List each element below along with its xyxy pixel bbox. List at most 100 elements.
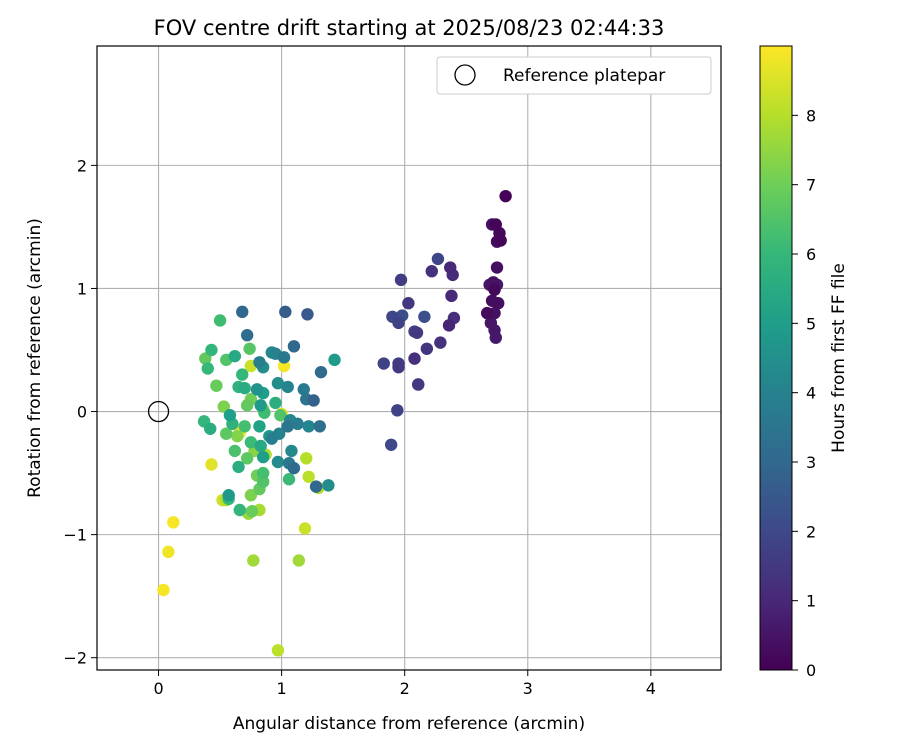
data-point xyxy=(236,305,249,319)
data-point xyxy=(488,283,501,296)
data-point xyxy=(201,362,214,375)
y-tick-label: 0 xyxy=(77,403,87,422)
data-point xyxy=(402,297,415,310)
x-tick-label: 2 xyxy=(400,679,410,698)
data-point xyxy=(204,422,217,435)
plot-frame xyxy=(96,45,722,671)
scatter-points xyxy=(157,189,512,657)
data-point xyxy=(238,381,251,395)
data-point xyxy=(313,420,326,433)
data-point xyxy=(277,359,291,373)
data-point xyxy=(442,319,456,332)
data-point xyxy=(236,368,249,381)
data-point xyxy=(233,503,246,517)
data-point xyxy=(228,444,242,458)
y-tick-label: −1 xyxy=(63,526,87,545)
x-tick-label: 4 xyxy=(646,679,656,698)
data-point xyxy=(494,234,507,247)
data-point xyxy=(199,352,212,365)
reference-platepar-marker xyxy=(147,400,170,423)
data-point xyxy=(254,439,267,453)
reference-marker-layer xyxy=(147,400,170,423)
colorbar-tick-label: 5 xyxy=(806,314,816,333)
data-point xyxy=(485,294,499,307)
data-point xyxy=(418,310,431,323)
data-point xyxy=(253,356,266,369)
legend: Reference platepar xyxy=(436,56,712,95)
data-point xyxy=(271,455,285,469)
colorbar-label: Hours from first FF file xyxy=(829,263,849,453)
data-point xyxy=(434,336,447,349)
data-point xyxy=(282,473,296,486)
data-point xyxy=(240,399,254,412)
data-point xyxy=(223,409,237,422)
data-point xyxy=(377,357,390,370)
data-point xyxy=(287,461,301,475)
data-point xyxy=(484,316,498,330)
data-point xyxy=(256,450,270,464)
data-point xyxy=(444,261,457,274)
colorbar-tick-label: 4 xyxy=(806,384,816,403)
y-tick-label: 2 xyxy=(77,156,87,175)
y-tick-label: −2 xyxy=(63,649,87,668)
data-point xyxy=(328,353,341,367)
data-point xyxy=(391,404,404,417)
data-point xyxy=(301,308,314,321)
data-point xyxy=(489,218,502,231)
x-tick-label: 0 xyxy=(153,679,163,698)
data-point xyxy=(254,399,267,412)
data-point xyxy=(240,452,254,465)
data-point xyxy=(480,306,494,320)
data-point xyxy=(394,273,408,287)
data-point xyxy=(265,432,278,445)
data-point xyxy=(210,379,223,392)
data-point xyxy=(287,340,301,353)
data-point xyxy=(291,417,304,431)
data-point xyxy=(302,420,315,433)
data-point xyxy=(220,427,233,440)
data-point xyxy=(408,352,421,365)
data-point xyxy=(271,644,285,657)
data-point xyxy=(253,420,266,433)
data-point xyxy=(322,479,335,492)
data-point xyxy=(247,554,260,567)
data-point xyxy=(302,470,315,483)
y-axis-ticks: −2 −1 0 1 2 xyxy=(63,156,97,668)
data-point xyxy=(245,505,259,518)
data-point xyxy=(222,489,235,502)
data-point xyxy=(297,383,310,396)
x-tick-label: 3 xyxy=(523,679,533,698)
colorbar-ticks: 0 1 2 3 4 5 6 7 8 xyxy=(792,106,816,680)
data-point xyxy=(213,314,227,327)
data-point xyxy=(420,342,434,355)
data-point xyxy=(250,383,264,396)
data-point xyxy=(162,545,175,559)
data-point xyxy=(412,378,425,391)
data-point xyxy=(256,466,270,480)
data-point xyxy=(277,351,291,364)
data-point xyxy=(232,460,245,474)
colorbar-tick-label: 7 xyxy=(806,176,816,195)
data-point xyxy=(281,380,294,394)
data-point xyxy=(231,429,244,443)
data-point xyxy=(392,361,405,374)
x-axis-label: Angular distance from reference (arcmin) xyxy=(233,714,585,734)
data-point xyxy=(244,489,258,502)
data-point xyxy=(490,261,504,274)
colorbar-tick-label: 8 xyxy=(806,106,816,125)
data-point xyxy=(431,252,445,266)
colorbar xyxy=(759,45,793,671)
data-point xyxy=(205,458,218,471)
data-point xyxy=(384,438,398,451)
data-point xyxy=(281,420,294,433)
data-point xyxy=(285,444,298,458)
legend-marker-open-circle xyxy=(454,64,476,86)
data-point xyxy=(314,365,328,379)
data-point xyxy=(167,516,180,529)
data-point xyxy=(410,326,424,339)
colorbar-tick-label: 2 xyxy=(806,522,816,541)
data-point xyxy=(244,436,258,449)
data-point xyxy=(240,329,254,342)
data-point xyxy=(392,316,405,330)
